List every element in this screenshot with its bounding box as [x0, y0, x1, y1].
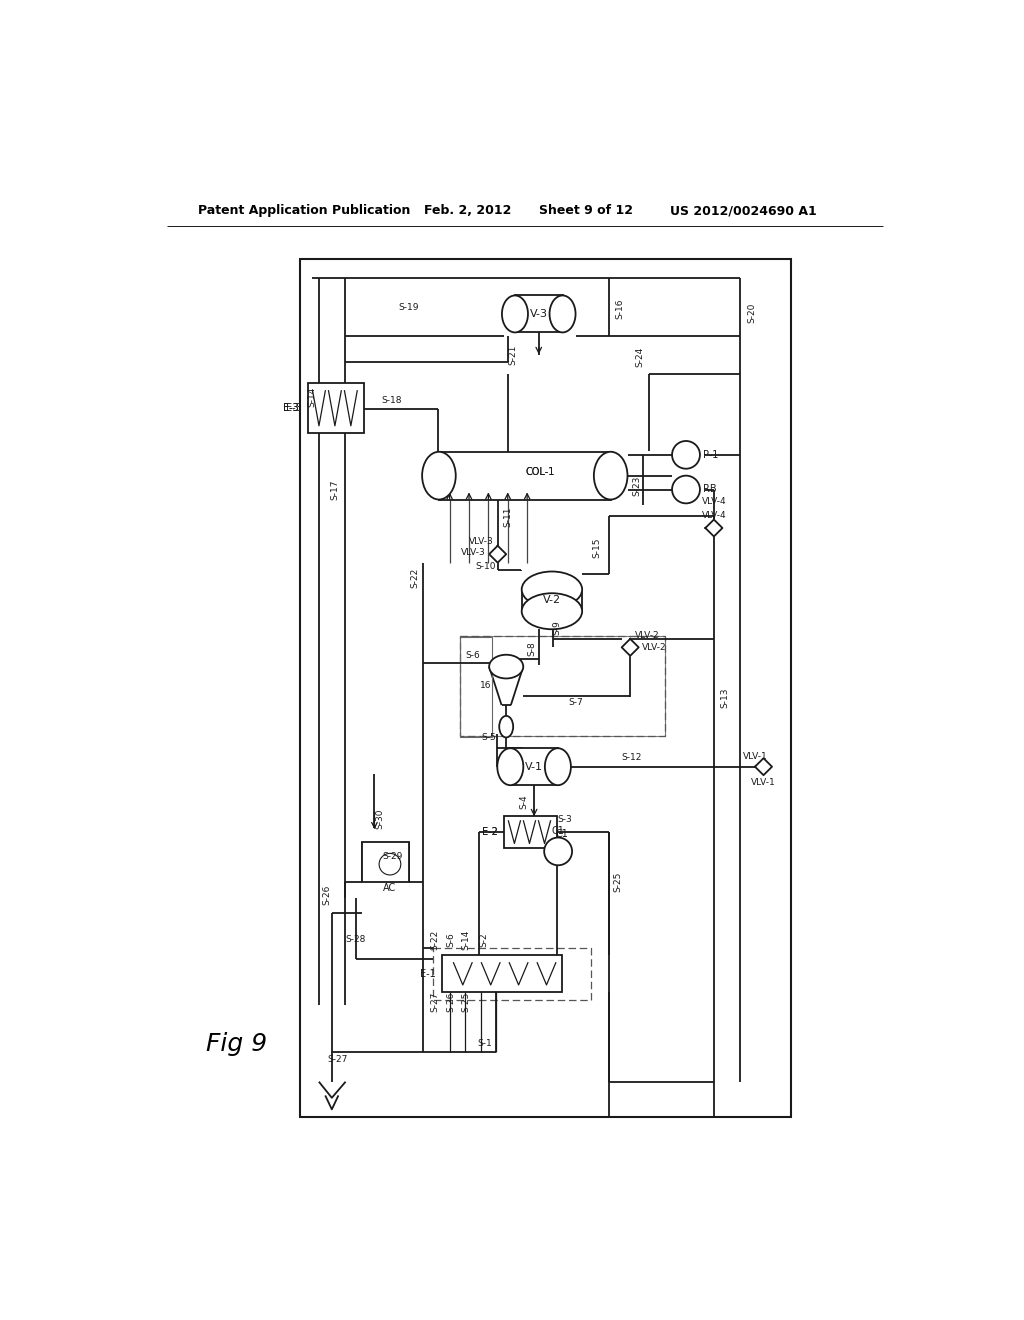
Text: S-15: S-15 [592, 537, 601, 557]
Ellipse shape [422, 451, 456, 499]
Ellipse shape [502, 296, 528, 333]
Circle shape [672, 475, 700, 503]
Ellipse shape [521, 572, 583, 607]
Text: E-3: E-3 [283, 404, 299, 413]
Text: VLV-1: VLV-1 [743, 752, 768, 762]
Ellipse shape [500, 715, 513, 738]
Ellipse shape [594, 451, 628, 499]
Text: VLV-2: VLV-2 [642, 643, 667, 652]
Text: C1: C1 [556, 829, 568, 840]
Text: P-1: P-1 [703, 450, 719, 459]
Bar [460, 636, 665, 737]
Bar [442, 956, 562, 993]
Ellipse shape [550, 296, 575, 333]
Text: S-13: S-13 [720, 688, 729, 708]
Text: E-3: E-3 [286, 404, 302, 413]
Text: V-1: V-1 [525, 762, 543, 772]
Text: S-14: S-14 [462, 929, 470, 950]
Text: S-7: S-7 [568, 698, 584, 708]
Text: S-11: S-11 [503, 507, 512, 528]
Text: S-28: S-28 [345, 935, 366, 944]
Text: E-1: E-1 [420, 969, 435, 979]
Bar [460, 638, 493, 738]
Bar [308, 383, 364, 433]
Text: 16: 16 [479, 681, 492, 690]
Text: S-10: S-10 [476, 562, 497, 572]
Bar [300, 259, 791, 1117]
Ellipse shape [498, 748, 523, 785]
Text: E-3: E-3 [283, 404, 299, 413]
Text: S-26: S-26 [322, 884, 331, 904]
Text: S-22: S-22 [430, 929, 439, 950]
Text: Patent Application Publication: Patent Application Publication [198, 205, 411, 218]
Text: V-3: V-3 [529, 309, 548, 319]
Text: S-16: S-16 [615, 298, 625, 319]
Text: S-8: S-8 [527, 642, 537, 656]
Bar [432, 948, 592, 1001]
Text: RB: RB [703, 484, 717, 495]
Bar [460, 636, 665, 737]
Text: E-2: E-2 [482, 828, 498, 837]
Text: S-5: S-5 [481, 733, 496, 742]
Circle shape [672, 441, 700, 469]
Text: Feb. 2, 2012: Feb. 2, 2012 [424, 205, 511, 218]
Polygon shape [622, 639, 639, 656]
Ellipse shape [489, 655, 523, 678]
Text: S-14: S-14 [307, 387, 316, 408]
Bar [515, 296, 562, 333]
Text: S-12: S-12 [622, 752, 642, 762]
Text: S-1: S-1 [477, 1039, 492, 1048]
Text: US 2012/0024690 A1: US 2012/0024690 A1 [671, 205, 817, 218]
Text: VLV-4: VLV-4 [701, 511, 726, 520]
Text: S-3: S-3 [558, 814, 572, 824]
Text: S-29: S-29 [383, 851, 403, 861]
Ellipse shape [521, 593, 583, 630]
Text: S-21: S-21 [509, 345, 518, 364]
Text: AC: AC [383, 883, 396, 894]
Text: S-6: S-6 [445, 932, 455, 948]
Bar [439, 451, 610, 499]
Circle shape [544, 837, 572, 866]
Text: S-6: S-6 [466, 651, 480, 660]
Text: S-19: S-19 [398, 302, 419, 312]
Text: Fig 9: Fig 9 [206, 1032, 266, 1056]
Bar [504, 816, 557, 849]
Text: S-20: S-20 [748, 302, 757, 322]
Ellipse shape [545, 748, 571, 785]
Text: S-4: S-4 [519, 795, 528, 809]
Text: S-18: S-18 [381, 396, 401, 405]
Text: S-24: S-24 [635, 347, 644, 367]
Text: S-25: S-25 [462, 991, 470, 1011]
Text: COL-1: COL-1 [525, 467, 555, 477]
Text: S-27: S-27 [328, 1055, 348, 1064]
Bar [521, 590, 583, 611]
Text: S-2: S-2 [479, 933, 488, 948]
Polygon shape [489, 545, 506, 562]
Text: S-22: S-22 [411, 568, 419, 589]
Text: VLV-3: VLV-3 [469, 537, 494, 545]
Polygon shape [706, 520, 722, 536]
Text: COL-1: COL-1 [525, 467, 555, 477]
Bar [362, 842, 409, 882]
Text: VLV-1: VLV-1 [752, 777, 776, 787]
Bar [510, 748, 558, 785]
Text: E-2: E-2 [482, 828, 498, 837]
Text: S-17: S-17 [331, 479, 339, 500]
Text: Sheet 9 of 12: Sheet 9 of 12 [539, 205, 633, 218]
Text: S-25: S-25 [613, 873, 623, 892]
Text: VLV-2: VLV-2 [635, 631, 659, 640]
Text: S-27: S-27 [430, 991, 439, 1011]
Text: VLV-4: VLV-4 [702, 496, 727, 506]
Text: S-26: S-26 [445, 991, 455, 1011]
Text: S-9: S-9 [552, 620, 561, 635]
Text: C1: C1 [552, 826, 564, 837]
Polygon shape [755, 758, 772, 775]
Text: S-23: S-23 [633, 475, 642, 496]
Text: VLV-3: VLV-3 [461, 548, 486, 557]
Text: S-30: S-30 [376, 808, 384, 829]
Text: V-2: V-2 [543, 595, 561, 606]
